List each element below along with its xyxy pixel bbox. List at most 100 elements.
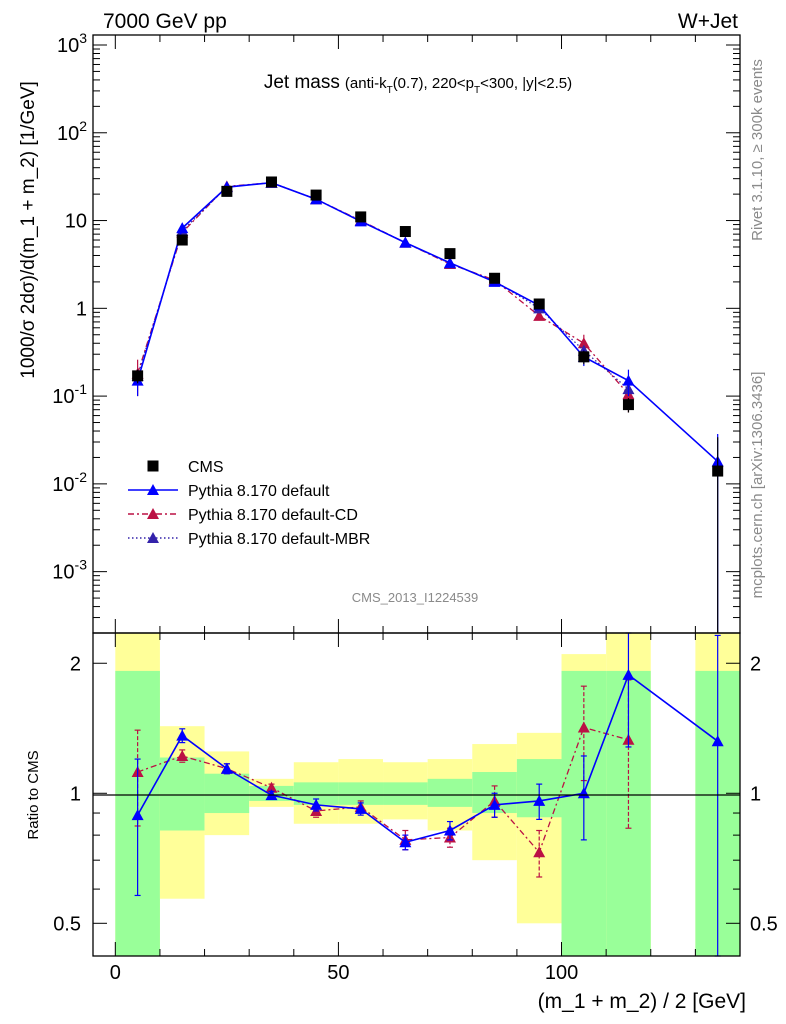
plot-title-sub-end: <300, |y|<2.5) <box>480 75 572 92</box>
x-tick-label-0: 0 <box>110 962 121 984</box>
legend-label-0: CMS <box>188 459 224 476</box>
main-series-layer <box>131 176 724 633</box>
legend-label-2: Pythia 8.170 default-CD <box>188 507 358 524</box>
cms-data-point-2 <box>221 185 233 197</box>
header-left-label: 7000 GeV pp <box>103 10 227 33</box>
mcplots-label: mcplots.cern.ch [arXiv:1306.3436] <box>749 372 766 599</box>
ratio-pythia-8-170-default-point-9 <box>533 794 546 806</box>
ratio-band-inner-1 <box>159 757 205 831</box>
cms-data-point-4 <box>310 189 322 201</box>
main-y-tick-label-exp: -3 <box>75 557 88 573</box>
main-y-tick-label-exp: -1 <box>75 381 88 397</box>
cms-data-point-3 <box>265 176 277 188</box>
ratio-y-tick-label-1: 1 <box>70 783 81 805</box>
ratio-axes: 0.5 0.5 1 1 2 2 0 50 100 <box>53 633 778 984</box>
ratio-pythia-8-170-default-point-1 <box>176 729 189 741</box>
cms-data-point-10 <box>578 351 590 363</box>
header-right-label: W+Jet <box>678 10 738 33</box>
x-axis-label: (m_1 + m_2) / 2 [GeV] <box>538 990 746 1013</box>
main-y-tick-label-6: 103 <box>57 30 87 57</box>
ratio-panel-frame <box>92 632 741 957</box>
plot-title-sub: (anti-k <box>345 75 387 92</box>
cms-data-point-1 <box>176 234 188 246</box>
ratio-pythia-8-170-default-cd-point-1 <box>176 749 189 761</box>
main-y-tick-label-1: 10-2 <box>52 469 87 496</box>
main-y-tick-label-0: 10-3 <box>52 557 87 584</box>
legend-marker-3 <box>147 532 159 543</box>
ratio-pythia-8-170-default-point-2 <box>220 762 233 774</box>
ratio-y-tick-label-right-2: 2 <box>750 653 761 675</box>
main-pythia-8-170-default-mbr-line <box>136 182 629 390</box>
cms-data-point-9 <box>533 298 545 310</box>
main-pythia-8-170-default-point-11 <box>622 374 635 386</box>
ratio-band-inner-4 <box>293 782 339 805</box>
main-y-tick-label-base: 10 <box>65 211 87 233</box>
plot-title-sub-t2: T <box>474 85 480 96</box>
main-y-tick-label-3: 1 <box>76 298 87 320</box>
ratio-pythia-8-170-default-cd-point-3 <box>265 781 278 793</box>
ratio-y-tick-label-right-0: 0.5 <box>750 913 778 935</box>
legend-label-1: Pythia 8.170 default <box>188 483 330 500</box>
main-pythia-8-170-default-cd-line <box>137 182 629 395</box>
ratio-pythia-8-170-default-point-5 <box>354 802 367 814</box>
main-pythia-8-170-default-cd-point-9 <box>533 309 546 321</box>
x-tick-label-1: 50 <box>327 962 349 984</box>
analysis-id-label: CMS_2013_I1224539 <box>352 590 479 605</box>
ratio-pythia-8-170-default-point-4 <box>310 798 323 810</box>
main-y-axis-label: 1000/σ 2dσ)/d(m_1 + m_2) [1/GeV] <box>18 81 39 379</box>
main-y-tick-label-base: 1 <box>76 298 87 320</box>
main-pythia-8-170-default-point-6 <box>399 236 412 248</box>
cms-data-point-8 <box>489 272 501 284</box>
main-y-tick-label-2: 10-1 <box>52 381 87 408</box>
plot-title: Jet mass (anti-kT(0.7), 220<pT<300, |y|<2… <box>264 72 572 96</box>
plot-title-sub-t1: T <box>387 85 393 96</box>
legend-marker-1 <box>147 484 159 495</box>
legend: CMS Pythia 8.170 default Pythia 8.170 defa… <box>128 459 370 548</box>
ratio-pythia-8-170-default-point-8 <box>488 798 501 810</box>
ratio-band-inner-2 <box>204 773 250 814</box>
main-y-tick-label-exp: 3 <box>79 30 87 46</box>
plot-title-main: Jet mass <box>264 72 340 93</box>
x-tick-label-2: 100 <box>545 962 578 984</box>
ratio-pythia-8-170-default-cd-point-10 <box>577 721 590 733</box>
main-pythia-8-170-default-point-7 <box>443 256 456 268</box>
main-y-tick-label-5: 102 <box>57 118 87 145</box>
main-y-tick-label-base: 10 <box>57 123 79 145</box>
cms-data-point-6 <box>399 226 411 238</box>
ratio-pythia-8-170-default-cd-point-9 <box>533 846 546 858</box>
cms-data-point-11 <box>622 399 634 411</box>
main-y-tick-label-base: 10 <box>52 386 74 408</box>
ratio-series-layer <box>131 632 724 957</box>
ratio-y-tick-label-right-1: 1 <box>750 783 761 805</box>
ratio-pythia-8-170-default-cd-line <box>137 726 629 854</box>
ratio-y-tick-label-0: 0.5 <box>53 913 81 935</box>
cms-data-point-7 <box>444 248 456 260</box>
ratio-uncertainty-bands <box>115 633 740 956</box>
cms-data-point-0 <box>132 370 144 382</box>
ratio-y-axis-label: Ratio to CMS <box>25 750 42 839</box>
ratio-pythia-8-170-default-point-0 <box>131 809 144 821</box>
legend-label-3: Pythia 8.170 default-MBR <box>188 531 370 548</box>
plot-title-sub-mid: (0.7), 220<p <box>393 75 474 92</box>
ratio-band-inner-6 <box>383 782 428 805</box>
main-pythia-8-170-default-cd-point-10 <box>577 337 590 349</box>
main-y-tick-label-exp: -2 <box>75 469 88 485</box>
cms-data-point-5 <box>355 211 367 223</box>
main-y-tick-label-base: 10 <box>57 35 79 57</box>
ratio-band-inner-7 <box>427 778 473 807</box>
legend-marker-2 <box>147 508 159 519</box>
main-pythia-8-170-default-point-1 <box>176 222 189 234</box>
main-pythia-8-170-default-line <box>136 181 719 463</box>
ratio-pythia-8-170-default-point-11 <box>622 668 635 680</box>
ratio-y-tick-label-2: 2 <box>70 653 81 675</box>
cms-data-point-12 <box>712 465 724 477</box>
ratio-pythia-8-170-default-point-6 <box>399 836 412 848</box>
main-y-tick-label-4: 10 <box>65 211 87 233</box>
ratio-pythia-8-170-default-point-12 <box>711 735 724 747</box>
rivet-version-label: Rivet 3.1.10, ≥ 300k events <box>749 59 766 241</box>
ratio-band-inner-5 <box>338 782 384 805</box>
ratio-pythia-8-170-default-point-7 <box>443 824 456 836</box>
main-y-tick-label-exp: 2 <box>79 118 87 134</box>
